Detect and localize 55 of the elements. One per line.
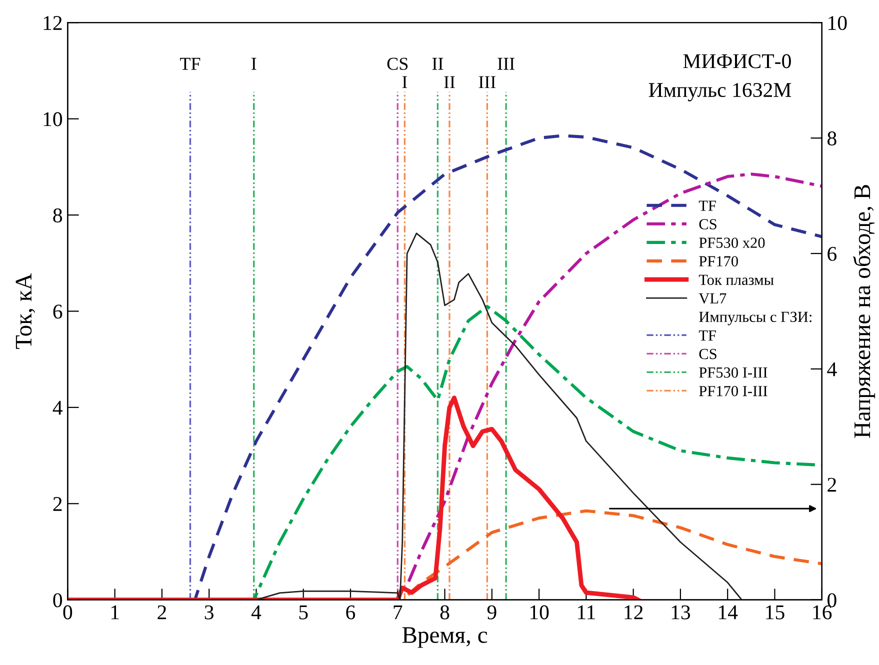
y-tick-label: 2 xyxy=(53,497,62,511)
x-tick-label: 3 xyxy=(204,605,214,620)
annotation: МИФИСТ-0 xyxy=(683,54,791,68)
x-tick-label: 4 xyxy=(251,605,262,620)
x-tick-label: 7 xyxy=(394,606,402,620)
y-tick-label: 10 xyxy=(44,112,62,126)
x-axis-title: Время, с xyxy=(402,627,488,648)
x-tick-label: 1 xyxy=(111,605,119,620)
y2-tick-label: 6 xyxy=(828,246,837,261)
annotation: PF170 I-III xyxy=(699,386,768,396)
annotation: CS xyxy=(699,348,716,360)
y-tick-label: 6 xyxy=(53,304,62,319)
y2-axis-title: Напряжение на обходе, В xyxy=(853,185,876,438)
ref-line-label: II xyxy=(432,58,444,70)
legend-label: PF170 xyxy=(699,256,738,266)
x-tick-label: 10 xyxy=(530,605,549,620)
legend-label: VL7 xyxy=(698,293,726,304)
legend-label: CS xyxy=(699,219,716,230)
y-tick-label: 8 xyxy=(53,208,62,222)
ref-line-label: CS xyxy=(387,58,408,70)
annotation: Импульсы с ГЗИ: xyxy=(699,312,812,326)
ref-line-label: III xyxy=(498,58,514,70)
ref-line-label: I xyxy=(252,58,256,70)
x-tick-label: 8 xyxy=(440,605,450,620)
ref-line-label: I xyxy=(402,76,408,88)
x-tick-label: 13 xyxy=(672,605,690,620)
y2-tick-label: 2 xyxy=(828,478,836,492)
y2-tick-label: 8 xyxy=(828,131,836,146)
y-tick-label: 0 xyxy=(53,593,62,608)
y2-tick-label: 10 xyxy=(828,16,847,30)
x-tick-label: 15 xyxy=(766,605,784,620)
annotation: PF530 I-III xyxy=(699,367,768,378)
y-tick-label: 12 xyxy=(44,16,62,30)
x-tick-label: 6 xyxy=(346,605,356,620)
x-tick-label: 0 xyxy=(63,605,72,620)
y-axis-title: Ток, кА xyxy=(16,273,36,349)
y2-tick-label: 0 xyxy=(828,593,836,608)
x-tick-label: 9 xyxy=(487,605,496,620)
y2-tick-label: 4 xyxy=(827,362,837,376)
annotation: TF xyxy=(698,330,716,340)
x-tick-label: 14 xyxy=(719,605,738,620)
ref-line-label: II xyxy=(444,76,455,88)
x-tick-label: 5 xyxy=(299,606,308,620)
legend-label: TF xyxy=(698,200,716,211)
y-tick-label: 4 xyxy=(52,400,62,415)
legend-label: PF530 x20 xyxy=(699,238,765,248)
x-tick-label: 12 xyxy=(624,605,643,620)
annotation: Импульс 1632М xyxy=(648,83,792,102)
x-tick-label: 2 xyxy=(158,605,166,620)
x-tick-label: 16 xyxy=(813,605,832,620)
ref-line-label: TF xyxy=(180,58,200,70)
legend-label: Ток плазмы xyxy=(698,274,774,285)
line-series xyxy=(68,396,640,600)
x-tick-label: 11 xyxy=(578,605,595,620)
ref-line-label: III xyxy=(478,76,496,88)
